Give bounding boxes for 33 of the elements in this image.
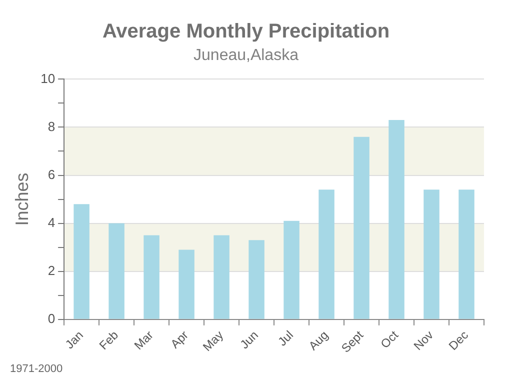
x-tick-label: Apr (168, 328, 192, 352)
x-tick-label: Mar (131, 328, 156, 353)
x-tick-label: Nov (410, 328, 436, 354)
bar (108, 223, 124, 319)
x-tick-label: Jan (62, 328, 86, 352)
chart-title: Average Monthly Precipitation (102, 20, 390, 43)
chart-subtitle: Juneau,Alaska (194, 47, 299, 64)
x-tick-label: Dec (446, 328, 471, 354)
bar (178, 250, 194, 319)
bar (388, 120, 404, 319)
y-tick-label: 6 (48, 166, 56, 182)
y-tick-label: 0 (48, 310, 56, 326)
y-tick-label: 10 (40, 70, 56, 86)
x-tick-label: Feb (96, 328, 122, 353)
x-tick-label: May (200, 328, 226, 354)
bar (318, 190, 334, 319)
bar (354, 136, 370, 319)
bar (284, 220, 300, 319)
x-tick-label: Jul (275, 328, 296, 349)
y-axis-title: Inches (12, 172, 32, 226)
bar (74, 204, 90, 319)
y-tick-label: 8 (48, 118, 56, 134)
bar (458, 190, 474, 319)
y-tick-label: 4 (48, 214, 56, 230)
y-tick-label: 2 (48, 262, 56, 278)
x-tick-label: Jun (237, 328, 261, 352)
bar (144, 235, 160, 319)
bar (214, 235, 230, 319)
text: 1971-2000 (10, 363, 63, 375)
bar (248, 240, 264, 319)
x-tick-label: Aug (306, 328, 331, 354)
x-tick-label: Oct (378, 328, 402, 352)
bar (424, 190, 440, 319)
